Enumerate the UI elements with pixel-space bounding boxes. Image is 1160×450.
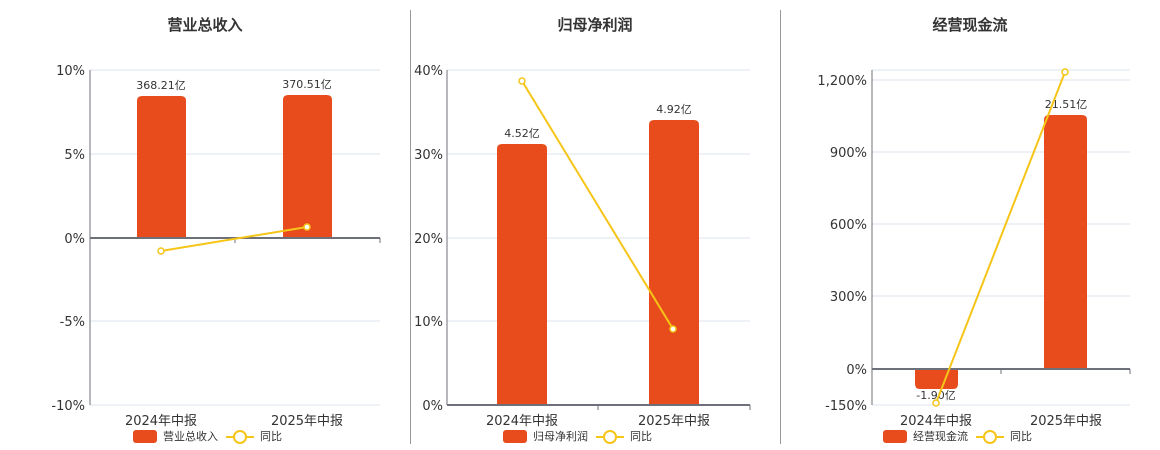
bar-2024 — [137, 96, 186, 238]
legend-bar-label[interactable]: 营业总收入 — [163, 430, 218, 443]
legend-bar-label[interactable]: 归母净利润 — [533, 430, 588, 443]
svg-text:0%: 0% — [846, 363, 867, 378]
bar-2024 — [915, 369, 958, 389]
svg-text:2025年中报: 2025年中报 — [638, 414, 710, 429]
svg-text:2024年中报: 2024年中报 — [125, 414, 197, 429]
svg-text:900%: 900% — [830, 146, 867, 161]
svg-text:368.21亿: 368.21亿 — [136, 79, 186, 92]
svg-text:40%: 40% — [414, 64, 443, 79]
chart-title: 归母净利润 — [557, 16, 633, 34]
bar-2024 — [497, 144, 547, 405]
svg-text:30%: 30% — [414, 148, 443, 163]
yoy-point — [669, 325, 677, 333]
yoy-line — [521, 80, 674, 330]
svg-text:5%: 5% — [64, 148, 85, 163]
svg-text:4.52亿: 4.52亿 — [504, 127, 540, 140]
yoy-point — [932, 399, 940, 407]
legend-bar-swatch[interactable] — [133, 429, 157, 443]
svg-text:20%: 20% — [414, 232, 443, 247]
legend-line-icon[interactable] — [226, 429, 254, 444]
svg-text:-1.90亿: -1.90亿 — [916, 389, 955, 402]
legend-bar-label[interactable]: 经营现金流 — [913, 430, 968, 443]
legend: 营业总收入 同比 — [133, 428, 282, 444]
svg-text:2024年中报: 2024年中报 — [486, 414, 558, 429]
svg-text:0%: 0% — [422, 399, 443, 414]
panel-divider — [780, 10, 781, 444]
legend: 经营现金流 同比 — [883, 428, 1032, 444]
legend-line-label[interactable]: 同比 — [630, 430, 652, 443]
svg-text:600%: 600% — [830, 218, 867, 233]
chart-title: 营业总收入 — [167, 16, 243, 34]
svg-text:300%: 300% — [830, 290, 867, 305]
svg-text:1,200%: 1,200% — [817, 74, 867, 89]
bar-2025 — [283, 95, 332, 238]
yoy-line — [160, 226, 308, 252]
yoy-point — [1061, 68, 1069, 76]
svg-text:370.51亿: 370.51亿 — [282, 78, 332, 91]
svg-text:2024年中报: 2024年中报 — [900, 414, 972, 429]
legend-line-icon[interactable] — [976, 429, 1004, 444]
svg-text:10%: 10% — [56, 64, 85, 79]
legend-bar-swatch[interactable] — [503, 429, 527, 443]
svg-text:2025年中报: 2025年中报 — [1030, 414, 1102, 429]
bar-2025 — [649, 120, 699, 405]
svg-text:0%: 0% — [64, 232, 85, 247]
legend: 归母净利润 同比 — [503, 428, 652, 444]
svg-text:10%: 10% — [414, 315, 443, 330]
legend-bar-swatch[interactable] — [883, 429, 907, 443]
legend-line-icon[interactable] — [596, 429, 624, 444]
svg-text:2025年中报: 2025年中报 — [271, 414, 343, 429]
svg-text:-5%: -5% — [60, 315, 85, 330]
bar-2025 — [1044, 115, 1087, 369]
revenue-chart-panel: 营业总收入 10% 5% 0% -5% -10% 368.21亿 370.51亿… — [0, 0, 410, 450]
legend-line-label[interactable]: 同比 — [260, 430, 282, 443]
svg-text:21.51亿: 21.51亿 — [1045, 98, 1088, 111]
yoy-point — [303, 223, 311, 231]
yoy-line — [935, 71, 1066, 404]
svg-text:-150%: -150% — [825, 399, 867, 414]
svg-text:-10%: -10% — [51, 399, 85, 414]
yoy-point — [518, 77, 526, 85]
chart-title: 经营现金流 — [932, 16, 1008, 34]
legend-line-label[interactable]: 同比 — [1010, 430, 1032, 443]
revenue-chart-plot: 10% 5% 0% -5% -10% 368.21亿 370.51亿 2024年… — [51, 64, 381, 429]
yoy-point — [157, 247, 165, 255]
panel-divider — [410, 10, 411, 444]
svg-text:4.92亿: 4.92亿 — [656, 103, 692, 116]
